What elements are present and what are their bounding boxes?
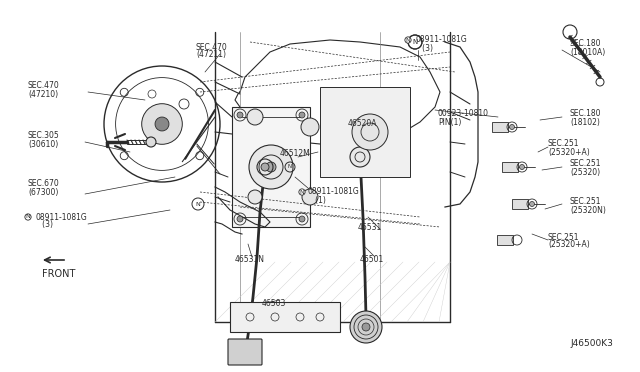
Circle shape: [237, 216, 243, 222]
Text: SEC.180: SEC.180: [570, 109, 602, 119]
Polygon shape: [492, 122, 508, 132]
Text: SEC.305: SEC.305: [28, 131, 60, 141]
Text: 46503: 46503: [262, 299, 286, 308]
Text: SEC.251: SEC.251: [570, 198, 602, 206]
Text: N: N: [406, 38, 410, 42]
Text: N: N: [300, 189, 305, 195]
Circle shape: [362, 323, 370, 331]
Text: N: N: [196, 202, 200, 206]
Polygon shape: [512, 199, 528, 209]
Circle shape: [509, 125, 515, 129]
Polygon shape: [232, 107, 310, 227]
Text: (25320+A): (25320+A): [548, 241, 589, 250]
Circle shape: [255, 350, 259, 354]
Circle shape: [247, 342, 251, 346]
Circle shape: [352, 114, 388, 150]
Circle shape: [350, 311, 382, 343]
Circle shape: [239, 358, 243, 362]
Text: (25320+A): (25320+A): [548, 148, 589, 157]
Text: 00923-10810: 00923-10810: [438, 109, 489, 119]
Text: N: N: [288, 164, 292, 170]
Circle shape: [231, 350, 235, 354]
Text: SEC.670: SEC.670: [28, 180, 60, 189]
Text: N: N: [412, 39, 418, 45]
Circle shape: [529, 202, 534, 206]
Circle shape: [247, 109, 263, 125]
Circle shape: [247, 350, 251, 354]
Text: SEC.470: SEC.470: [196, 42, 228, 51]
Text: SEC.251: SEC.251: [548, 140, 579, 148]
Text: (18010A): (18010A): [570, 48, 605, 57]
Circle shape: [231, 358, 235, 362]
Circle shape: [248, 190, 262, 204]
Circle shape: [350, 147, 370, 167]
Text: 46512M: 46512M: [280, 150, 311, 158]
Circle shape: [239, 350, 243, 354]
Text: 46531: 46531: [358, 222, 382, 231]
FancyBboxPatch shape: [228, 339, 262, 365]
Circle shape: [237, 112, 243, 118]
Circle shape: [141, 104, 182, 144]
Circle shape: [520, 164, 525, 170]
Circle shape: [299, 112, 305, 118]
Text: 46520A: 46520A: [348, 119, 378, 128]
Circle shape: [247, 358, 251, 362]
Text: PIN(1): PIN(1): [438, 118, 461, 126]
Text: (1): (1): [308, 196, 326, 205]
Circle shape: [231, 342, 235, 346]
Circle shape: [266, 162, 276, 172]
Text: SEC.470: SEC.470: [28, 81, 60, 90]
Circle shape: [155, 117, 169, 131]
Text: 08911-1081G: 08911-1081G: [415, 35, 467, 45]
Text: (25320): (25320): [570, 167, 600, 176]
Bar: [230, 302, 340, 332]
Circle shape: [299, 216, 305, 222]
Text: (30610): (30610): [28, 140, 58, 148]
Text: (67300): (67300): [28, 187, 58, 196]
Circle shape: [261, 163, 269, 171]
Text: N: N: [26, 215, 30, 219]
Polygon shape: [320, 87, 410, 177]
Circle shape: [302, 189, 318, 205]
Circle shape: [249, 145, 293, 189]
Text: (3): (3): [415, 44, 433, 52]
Text: (47211): (47211): [196, 51, 226, 60]
Text: FRONT: FRONT: [42, 269, 76, 279]
Polygon shape: [502, 162, 518, 172]
Circle shape: [146, 137, 156, 147]
Text: (18102): (18102): [570, 118, 600, 126]
Text: (47210): (47210): [28, 90, 58, 99]
Text: J46500K3: J46500K3: [570, 340, 613, 349]
Circle shape: [301, 118, 319, 136]
Text: (3): (3): [35, 221, 53, 230]
Text: SEC.251: SEC.251: [570, 160, 602, 169]
Polygon shape: [497, 235, 513, 245]
Text: 08911-1081G: 08911-1081G: [308, 187, 360, 196]
Text: 46531N: 46531N: [235, 256, 265, 264]
Text: (25320N): (25320N): [570, 205, 606, 215]
Circle shape: [255, 342, 259, 346]
Text: SEC.180: SEC.180: [570, 39, 602, 48]
Circle shape: [239, 342, 243, 346]
Text: 46501: 46501: [360, 256, 384, 264]
Text: 08911-1081G: 08911-1081G: [35, 212, 87, 221]
Text: SEC.251: SEC.251: [548, 232, 579, 241]
Circle shape: [255, 358, 259, 362]
